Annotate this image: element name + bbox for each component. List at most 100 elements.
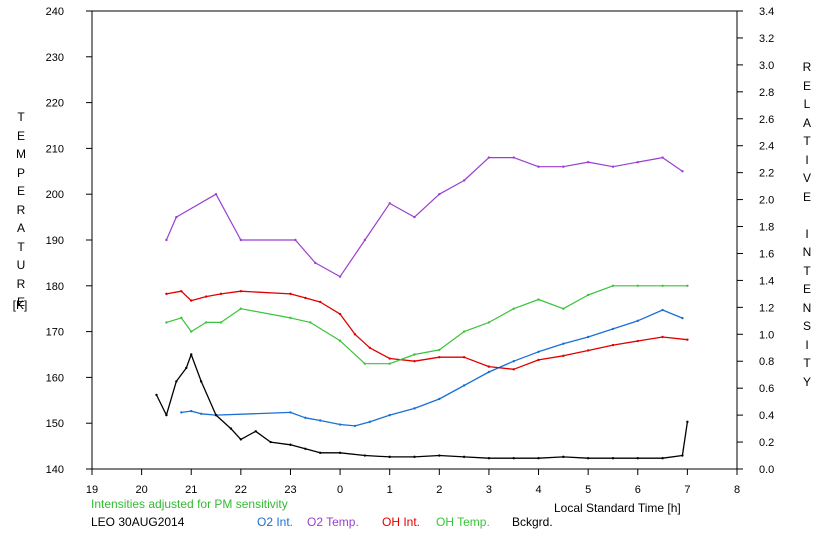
data-point	[438, 193, 441, 196]
left-tick-label: 210	[46, 143, 64, 155]
right-tick-label: 0.2	[759, 437, 774, 449]
data-point	[155, 393, 158, 397]
axis-title-letter: T	[803, 134, 811, 148]
left-tick-label: 180	[46, 281, 64, 293]
data-point	[611, 457, 615, 460]
axis-title-letter: E	[802, 189, 811, 204]
data-point	[438, 355, 441, 359]
data-point	[562, 165, 565, 168]
axis-title-letter: T	[17, 110, 25, 124]
left-axis-ticks: 140 150 160 170 180 190 200 210 220 230 240	[46, 6, 92, 476]
data-point	[190, 353, 193, 356]
data-point	[562, 342, 565, 345]
left-tick-label: 230	[46, 52, 64, 64]
data-point	[388, 413, 391, 417]
right-tick-label: 2.8	[759, 87, 774, 99]
data-point	[537, 457, 540, 460]
data-point	[462, 355, 466, 359]
data-point	[204, 321, 208, 324]
x-tick-label: 3	[486, 484, 492, 496]
right-tick-label: 1.0	[759, 329, 774, 341]
axis-title-letter: R	[802, 60, 812, 74]
data-point	[512, 368, 515, 371]
x-tick-label: 2	[436, 484, 442, 496]
data-point	[239, 438, 243, 441]
axis-title-letter: I	[805, 226, 809, 241]
right-tick-label: 3.0	[759, 60, 774, 72]
x-tick-label: 0	[337, 484, 343, 496]
series-layer	[155, 156, 689, 460]
data-point	[319, 300, 322, 304]
x-tick-label: 5	[585, 484, 591, 496]
data-point	[586, 457, 590, 460]
data-point	[462, 330, 466, 333]
x-axis-ticks: 19 20 21 22 23 0 1 2 3 4 5 6 7 8	[86, 469, 740, 496]
data-point	[239, 289, 243, 293]
data-point	[487, 321, 491, 324]
data-point	[338, 312, 342, 316]
left-tick-label: 160	[46, 372, 64, 384]
data-point	[353, 333, 357, 336]
data-point	[175, 380, 178, 383]
data-point	[165, 413, 168, 417]
data-point	[661, 156, 664, 159]
axis-title-letter: T	[803, 356, 811, 370]
axis-title-letter: P	[16, 165, 25, 180]
right-axis-ticks: 0.0 0.2 0.4 0.6 0.8 1.0 1.2 1.4 1.6 1.8 2.0 2.2 2.4 2…	[737, 6, 774, 476]
data-point	[611, 327, 615, 331]
right-tick-label: 0.4	[759, 410, 774, 422]
data-point	[586, 335, 590, 339]
series-line-o2-int	[181, 309, 683, 427]
left-axis-unit: [K]	[12, 298, 28, 312]
right-tick-label: 2.2	[759, 168, 774, 180]
data-point	[338, 275, 342, 278]
axis-title-letter: U	[16, 258, 26, 272]
data-point	[219, 321, 223, 324]
data-point	[190, 330, 193, 333]
data-point	[190, 409, 193, 413]
data-point	[190, 299, 193, 302]
x-tick-label: 1	[387, 484, 393, 496]
data-point	[512, 457, 515, 460]
x-tick-label: 7	[684, 484, 690, 496]
left-tick-label: 170	[46, 327, 64, 339]
axis-title-letter: L	[803, 97, 811, 111]
right-tick-label: 2.4	[759, 141, 774, 153]
axis-title-letter: R	[16, 202, 26, 217]
data-point	[289, 443, 292, 446]
data-point	[586, 349, 590, 352]
data-point	[636, 339, 639, 343]
left-tick-label: 240	[46, 6, 64, 18]
axis-title-letter: E	[16, 184, 25, 198]
data-point	[512, 307, 515, 310]
right-tick-label: 2.6	[759, 114, 774, 126]
left-tick-label: 150	[46, 418, 64, 430]
data-point	[338, 451, 342, 455]
data-point	[586, 293, 590, 297]
left-tick-label: 140	[46, 464, 64, 476]
left-tick-label: 220	[46, 98, 64, 110]
axis-title-letter: E	[802, 78, 811, 93]
data-point	[413, 455, 416, 459]
data-point	[438, 397, 441, 401]
data-point	[165, 238, 168, 242]
data-point	[413, 360, 416, 363]
data-point	[353, 424, 357, 428]
right-tick-label: 3.4	[759, 6, 774, 18]
data-point	[165, 321, 168, 324]
axis-title-letter: E	[16, 128, 25, 143]
axis-title-letter: T	[17, 239, 25, 254]
data-point	[487, 370, 491, 374]
axis-title-letter: V	[802, 171, 811, 185]
data-point	[175, 215, 178, 219]
data-point	[562, 307, 565, 310]
data-point	[338, 339, 342, 342]
data-point	[214, 413, 218, 417]
data-point	[636, 160, 639, 164]
data-point	[199, 412, 203, 415]
data-point	[686, 420, 689, 424]
data-point	[269, 440, 272, 444]
data-point	[204, 295, 208, 298]
data-point	[239, 307, 243, 310]
